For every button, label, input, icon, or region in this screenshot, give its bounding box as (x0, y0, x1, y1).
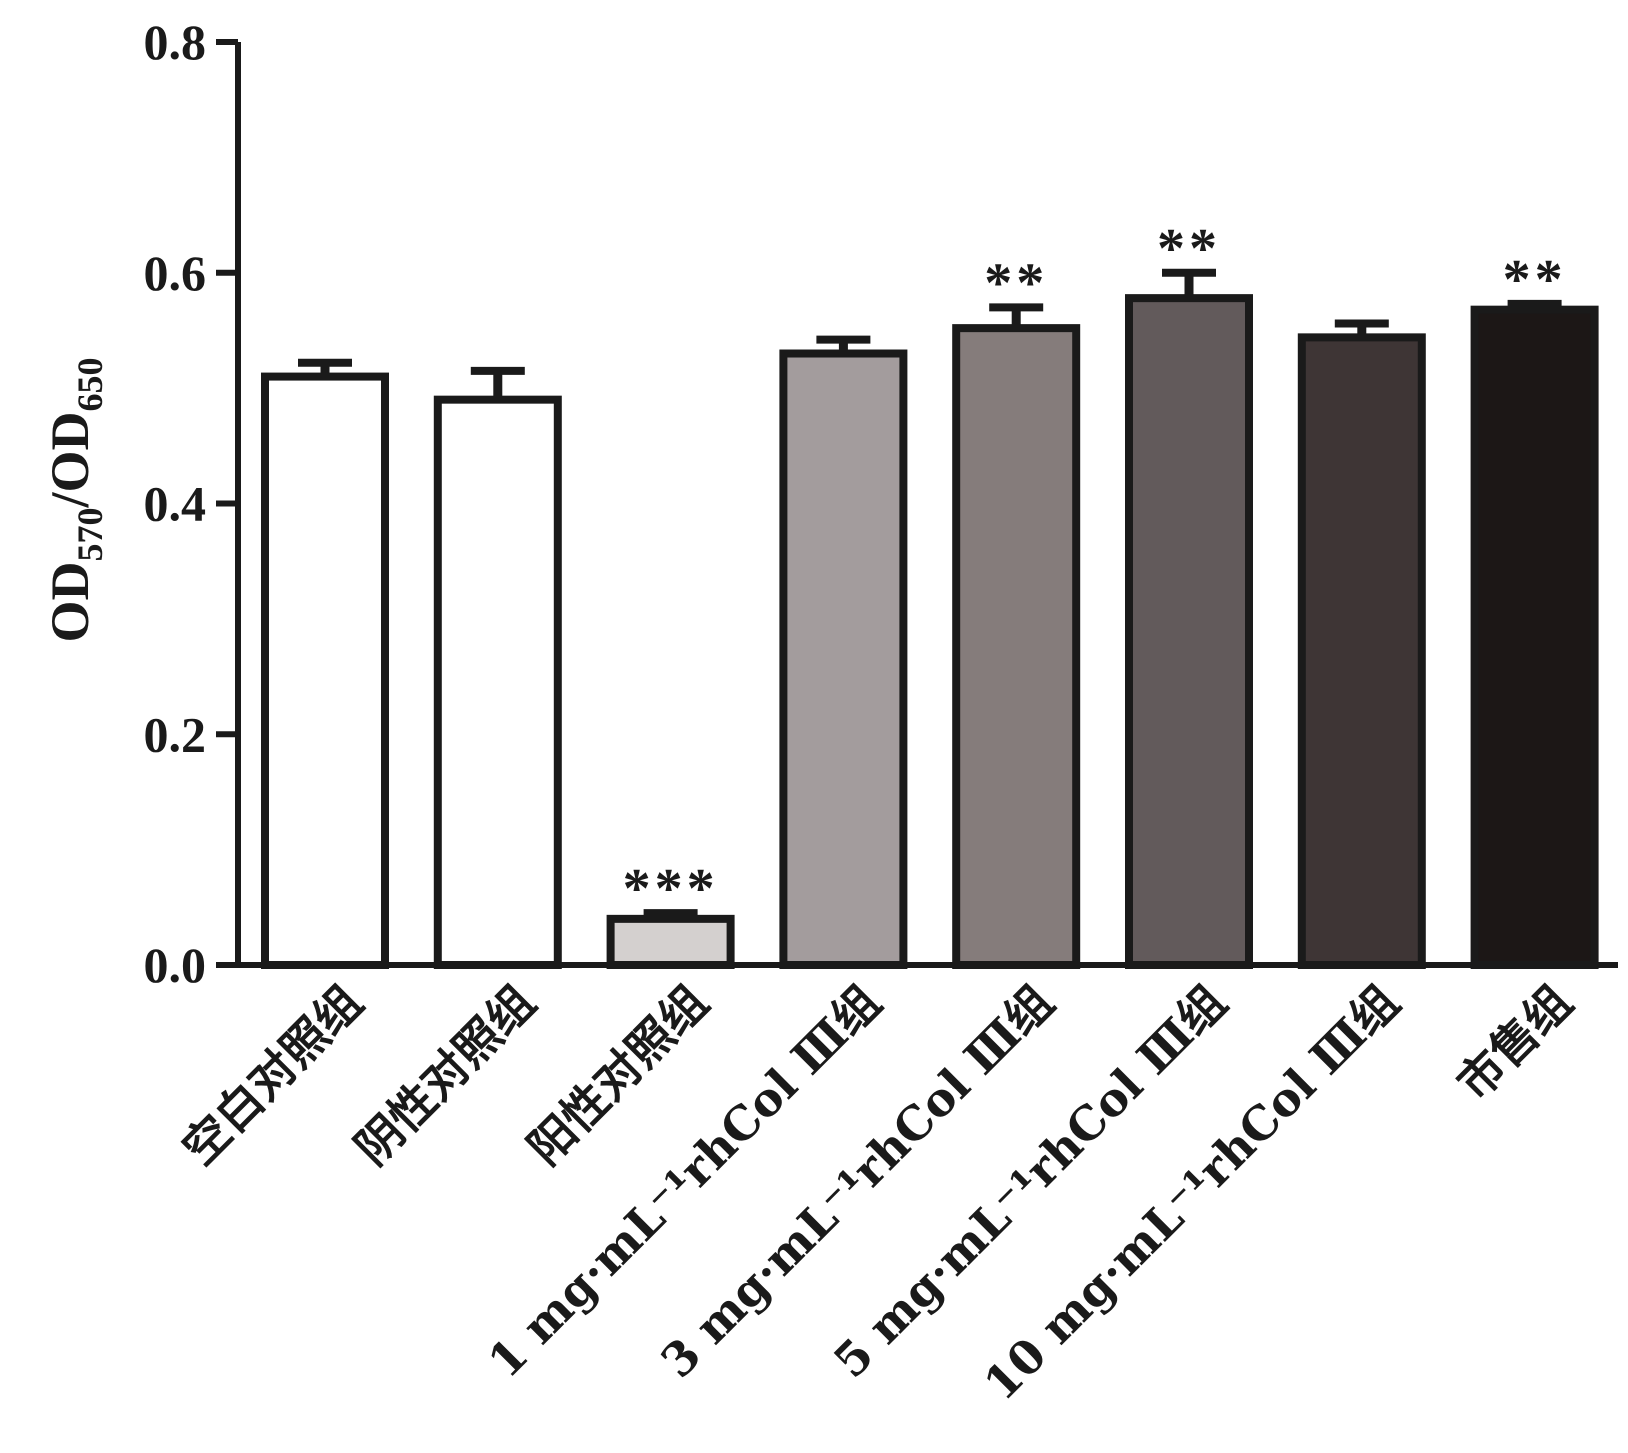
x-tick-label: 阴性对照组 (345, 975, 546, 1176)
significance-label: *** (623, 858, 719, 920)
x-tick-label: 空白对照组 (172, 975, 373, 1176)
bar-group (433, 366, 562, 970)
bar-group: ** (952, 252, 1081, 969)
bar-group: *** (606, 858, 735, 969)
bar (1297, 333, 1426, 969)
bar (433, 395, 562, 970)
y-axis-label: OD570/OD650 (40, 357, 110, 642)
bar-group: ** (1470, 249, 1599, 970)
bar-group (261, 358, 389, 969)
y-tick-label: 0.0 (144, 937, 207, 993)
bar-group (779, 335, 908, 969)
bar-group (1297, 319, 1426, 969)
bar (779, 349, 908, 969)
y-axis: 0.0 0.2 0.4 0.6 0.8 (144, 14, 241, 993)
significance-label: ** (984, 252, 1048, 314)
y-tick-label: 0.2 (144, 706, 207, 762)
bar (952, 324, 1081, 969)
bar (1470, 305, 1599, 970)
significance-label: ** (1503, 249, 1567, 311)
bar (1125, 294, 1253, 969)
bar (606, 914, 735, 969)
bar-group: ** (1125, 218, 1253, 969)
y-tick-label: 0.4 (144, 476, 207, 532)
significance-label: ** (1157, 218, 1221, 280)
bar (261, 372, 389, 969)
y-tick-label: 0.8 (144, 14, 207, 70)
bars-group: ********* (261, 218, 1599, 970)
x-tick-label: 市售组 (1447, 975, 1583, 1111)
y-tick-label: 0.6 (144, 245, 207, 301)
y-axis-label-text: OD570/OD650 (40, 357, 110, 642)
